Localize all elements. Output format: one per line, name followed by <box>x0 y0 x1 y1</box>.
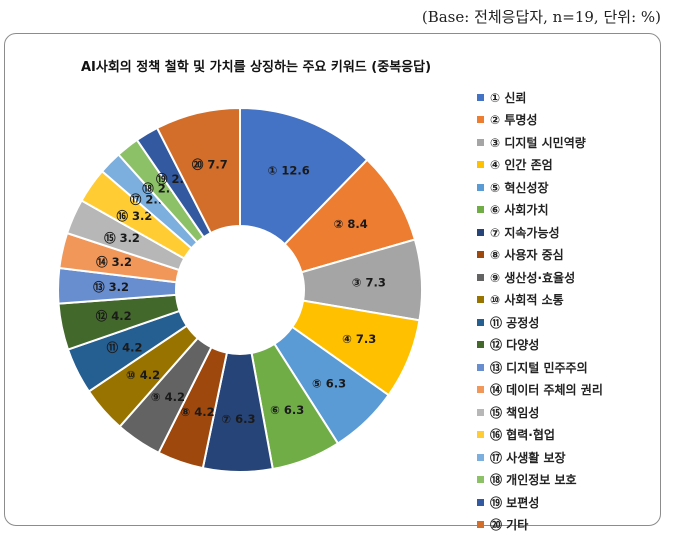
legend-swatch-2 <box>477 116 484 124</box>
donut-slice-20 <box>155 106 241 235</box>
legend-swatch-1 <box>477 93 484 101</box>
legend-label-6: ⑥ 사회가치 <box>490 203 549 218</box>
data-label-4: ④ 7.3 <box>342 332 376 346</box>
legend-item-17: ⑰ 사생활 보장 <box>477 446 603 469</box>
legend-label-11: ⑪ 공정성 <box>490 315 540 330</box>
legend-swatch-13 <box>477 363 484 371</box>
legend-item-19: ⑲ 보편성 <box>477 491 603 514</box>
data-label-16: ⑯ 3.2 <box>117 209 153 223</box>
legend-label-10: ⑩ 사회적 소통 <box>490 293 564 308</box>
legend-swatch-15 <box>477 408 484 416</box>
legend-swatch-10 <box>477 296 484 304</box>
legend-label-19: ⑲ 보편성 <box>490 495 540 510</box>
legend-label-14: ⑭ 데이터 주체의 권리 <box>490 383 603 398</box>
legend-swatch-7 <box>477 228 484 236</box>
legend-item-11: ⑪ 공정성 <box>477 311 603 334</box>
legend-label-5: ⑤ 혁신성장 <box>490 180 549 195</box>
donut-slice-1 <box>239 106 369 246</box>
legend-label-15: ⑮ 책임성 <box>490 405 540 420</box>
data-label-6: ⑥ 6.3 <box>270 403 304 417</box>
legend-item-8: ⑧ 사용자 중심 <box>477 244 603 267</box>
chart-title: AI사회의 정책 철학 및 가치를 상징하는 주요 키워드 (중복응답) <box>80 60 432 75</box>
data-label-1: ① 12.6 <box>268 164 310 178</box>
legend-swatch-5 <box>477 183 484 191</box>
data-label-5: ⑤ 6.3 <box>312 376 346 390</box>
base-note: (Base: 전체응답자, n=19, 단위: %) <box>421 8 661 26</box>
legend-swatch-4 <box>477 161 484 169</box>
legend-label-3: ③ 디지털 시민역량 <box>490 135 586 150</box>
legend-item-15: ⑮ 책임성 <box>477 401 603 424</box>
legend-label-9: ⑨ 생산성·효율성 <box>490 270 576 285</box>
legend-item-7: ⑦ 지속가능성 <box>477 221 603 244</box>
data-label-9: ⑨ 4.2 <box>151 390 185 404</box>
legend-item-20: ⑳ 기타 <box>477 514 603 537</box>
legend-swatch-19 <box>477 498 484 506</box>
legend-swatch-12 <box>477 341 484 349</box>
chart-legend: ① 신뢰 ② 투명성 ③ 디지털 시민역량 ④ 인간 존엄 ⑤ 혁신성장 ⑥ 사회가치 ⑦ … <box>477 86 603 536</box>
legend-label-2: ② 투명성 <box>490 113 538 128</box>
data-label-11: ⑪ 4.2 <box>107 341 143 355</box>
legend-label-13: ⑬ 디지털 민주주의 <box>490 360 588 375</box>
legend-swatch-14 <box>477 386 484 394</box>
data-label-14: ⑭ 3.2 <box>96 255 132 269</box>
data-label-13: ⑬ 3.2 <box>93 280 129 294</box>
legend-item-5: ⑤ 혁신성장 <box>477 176 603 199</box>
legend-label-18: ⑱ 개인정보 보호 <box>490 473 577 488</box>
legend-item-9: ⑨ 생산성·효율성 <box>477 266 603 289</box>
legend-label-7: ⑦ 지속가능성 <box>490 225 560 240</box>
legend-swatch-18 <box>477 476 484 484</box>
legend-item-3: ③ 디지털 시민역량 <box>477 131 603 154</box>
data-label-3: ③ 7.3 <box>352 276 386 290</box>
legend-item-10: ⑩ 사회적 소통 <box>477 289 603 312</box>
legend-item-13: ⑬ 디지털 민주주의 <box>477 356 603 379</box>
legend-swatch-6 <box>477 206 484 214</box>
data-label-20: ⑳ 7.7 <box>192 158 228 172</box>
legend-item-4: ④ 인간 존엄 <box>477 154 603 177</box>
data-label-7: ⑦ 6.3 <box>221 412 255 426</box>
legend-label-8: ⑧ 사용자 중심 <box>490 248 564 263</box>
legend-swatch-3 <box>477 138 484 146</box>
data-label-2: ② 8.4 <box>334 217 368 231</box>
legend-label-17: ⑰ 사생활 보장 <box>490 450 566 465</box>
data-label-15: ⑮ 3.2 <box>104 231 140 245</box>
legend-item-12: ⑫ 다양성 <box>477 334 603 357</box>
data-label-12: ⑫ 4.2 <box>96 309 132 323</box>
legend-item-14: ⑭ 데이터 주체의 권리 <box>477 379 603 402</box>
legend-label-1: ① 신뢰 <box>490 90 527 105</box>
legend-label-16: ⑯ 협력·협업 <box>490 428 555 443</box>
legend-swatch-8 <box>477 251 484 259</box>
legend-label-4: ④ 인간 존엄 <box>490 158 553 173</box>
legend-item-16: ⑯ 협력·협업 <box>477 424 603 447</box>
legend-item-1: ① 신뢰 <box>477 86 603 109</box>
legend-swatch-11 <box>477 318 484 326</box>
legend-item-6: ⑥ 사회가치 <box>477 199 603 222</box>
legend-item-2: ② 투명성 <box>477 109 603 132</box>
legend-swatch-16 <box>477 431 484 439</box>
legend-swatch-9 <box>477 273 484 281</box>
legend-label-12: ⑫ 다양성 <box>490 338 540 353</box>
data-label-8: ⑧ 4.2 <box>181 405 215 419</box>
legend-label-20: ⑳ 기타 <box>490 518 529 533</box>
legend-swatch-17 <box>477 453 484 461</box>
legend-swatch-20 <box>477 521 484 529</box>
data-label-10: ⑩ 4.2 <box>126 368 160 382</box>
legend-item-18: ⑱ 개인정보 보호 <box>477 469 603 492</box>
